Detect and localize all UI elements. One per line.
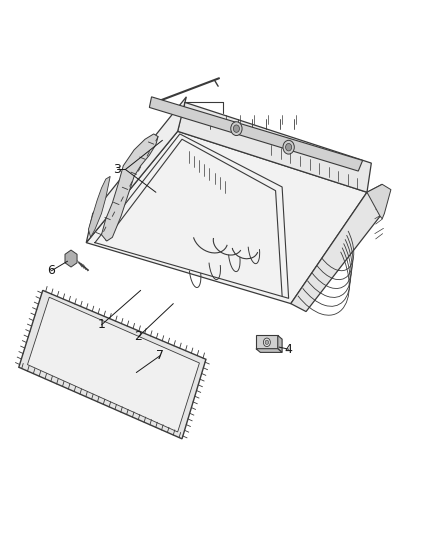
Polygon shape [65, 250, 77, 267]
Polygon shape [86, 131, 367, 304]
Text: 4: 4 [285, 343, 293, 356]
Polygon shape [367, 184, 391, 219]
Polygon shape [88, 176, 110, 237]
Polygon shape [149, 97, 363, 171]
Text: 2: 2 [134, 330, 142, 343]
Text: 1: 1 [98, 318, 106, 332]
Circle shape [283, 140, 294, 154]
Polygon shape [19, 290, 206, 439]
Circle shape [263, 338, 270, 346]
Text: 6: 6 [47, 264, 55, 277]
Polygon shape [28, 297, 199, 432]
Polygon shape [278, 335, 282, 352]
Polygon shape [178, 102, 371, 192]
Circle shape [231, 122, 242, 135]
Circle shape [233, 125, 240, 132]
Text: 7: 7 [156, 349, 164, 362]
Polygon shape [86, 97, 186, 243]
Circle shape [265, 340, 268, 344]
Circle shape [286, 143, 292, 151]
Polygon shape [291, 184, 382, 312]
Polygon shape [102, 134, 158, 241]
Text: 3: 3 [113, 163, 120, 176]
Polygon shape [256, 335, 278, 349]
Polygon shape [256, 349, 282, 352]
